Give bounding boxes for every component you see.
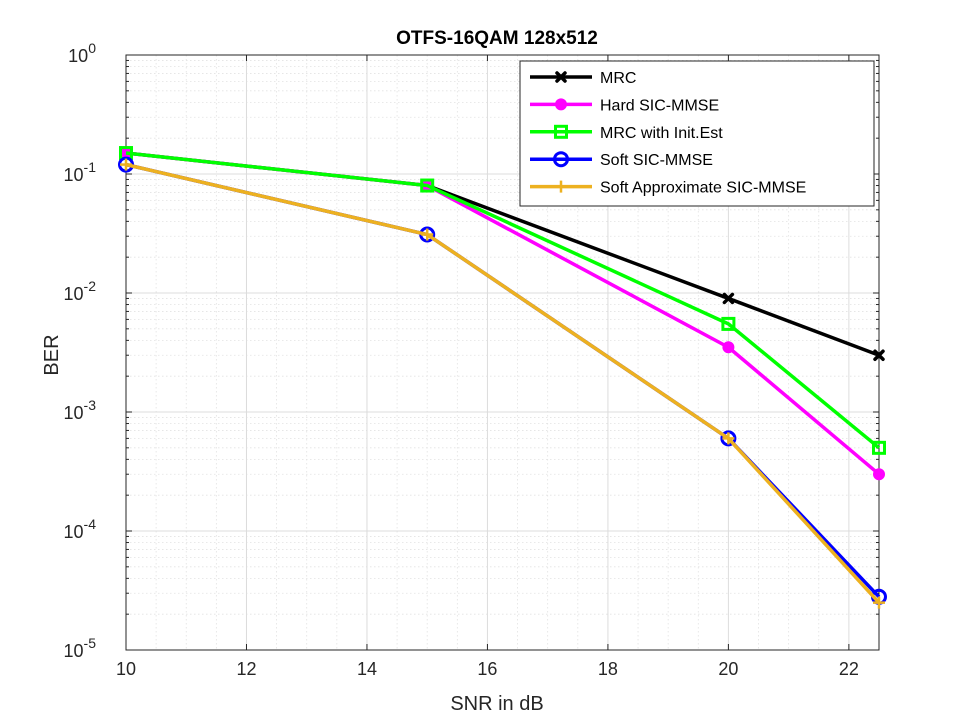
legend-marker — [555, 98, 567, 111]
data-point — [421, 228, 434, 241]
x-tick-label: 20 — [718, 659, 738, 679]
data-point — [722, 341, 735, 354]
data-point — [720, 430, 737, 447]
series-mrc-with-init-est — [119, 146, 886, 455]
series-line — [125, 162, 881, 604]
legend-label: Hard SIC-MMSE — [600, 97, 719, 114]
legend-label: MRC — [600, 70, 636, 87]
legend-label: Soft Approximate SIC-MMSE — [600, 180, 806, 197]
legend-marker — [553, 151, 569, 168]
chart-title: OTFS-16QAM 128x512 — [396, 28, 598, 49]
data-point — [873, 468, 885, 481]
y-tick-label: 10-1 — [64, 159, 97, 185]
data-point — [873, 349, 885, 361]
y-axis-label: BER — [41, 334, 63, 375]
data-point — [873, 596, 885, 609]
data-point — [722, 432, 735, 445]
legend-item: Soft SIC-MMSE — [530, 151, 713, 169]
y-tick-label: 10-4 — [64, 516, 97, 542]
x-tick-label: 22 — [839, 659, 859, 679]
legend-item: MRC with Init.Est — [530, 124, 723, 142]
grid — [125, 54, 880, 651]
legend-item: Soft Approximate SIC-MMSE — [530, 180, 806, 197]
legend: MRC Hard SIC-MMSE MRC with Init.Est Soft SI… — [519, 60, 875, 207]
x-tick-label: 18 — [598, 659, 618, 679]
series-line — [125, 151, 881, 450]
data-point — [872, 440, 886, 455]
legend-item: Hard SIC-MMSE — [530, 97, 719, 114]
series-group — [118, 146, 887, 609]
y-tick-label: 10-5 — [64, 635, 97, 661]
data-point — [420, 178, 435, 193]
x-tick-label: 10 — [116, 659, 136, 679]
legend-marker — [555, 71, 567, 83]
y-tick-label: 100 — [68, 40, 96, 66]
legend-label: MRC with Init.Est — [600, 125, 723, 142]
data-point — [120, 158, 132, 171]
legend-marker — [554, 124, 568, 139]
series-soft-approximate-sic-mmse — [120, 158, 885, 609]
x-tick-label: 16 — [477, 659, 497, 679]
legend-item: MRC — [530, 70, 636, 87]
data-point — [721, 316, 736, 331]
data-point — [722, 292, 735, 305]
y-tick-label: 10-2 — [64, 278, 97, 304]
x-axis-label: SNR in dB — [450, 693, 543, 715]
y-tick-label: 10-3 — [64, 397, 97, 423]
x-tick-label: 14 — [357, 659, 377, 679]
x-tick-label: 12 — [236, 659, 256, 679]
legend-label: Soft SIC-MMSE — [600, 152, 713, 169]
legend-marker — [555, 180, 567, 193]
plot-area — [125, 54, 880, 651]
